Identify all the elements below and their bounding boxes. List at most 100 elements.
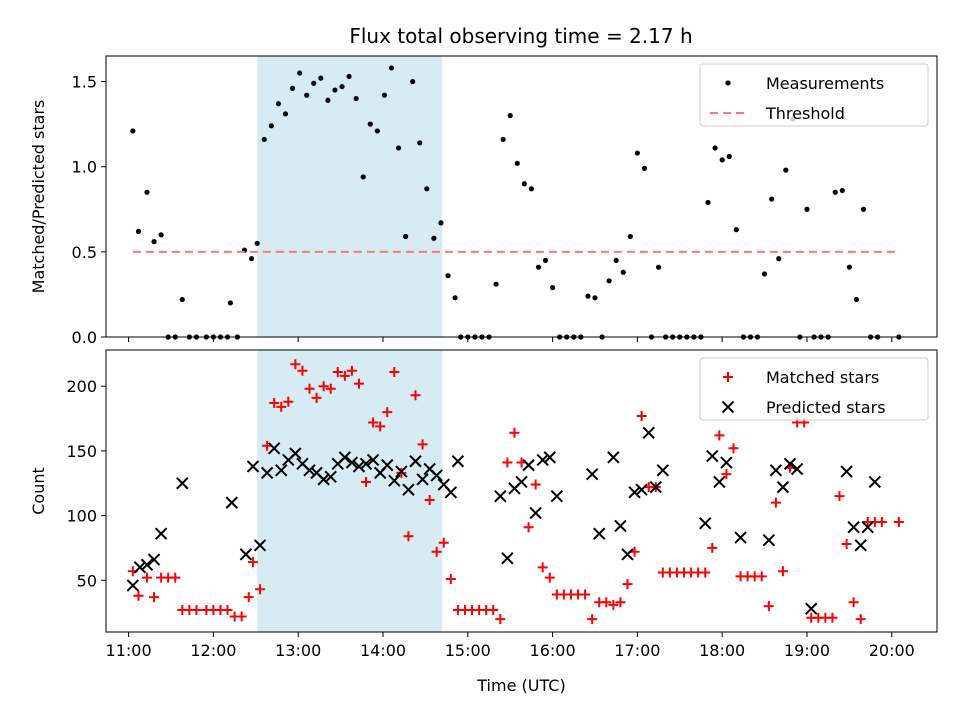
matched-star-point <box>537 562 548 573</box>
matched-star-point <box>714 430 725 441</box>
measurement-point <box>641 165 648 171</box>
observing-window-highlight <box>257 56 443 337</box>
matched-star-point <box>276 401 287 412</box>
matched-star-point <box>325 383 336 394</box>
matched-star-point <box>141 572 152 583</box>
matched-star-point <box>763 601 774 612</box>
measurement-point <box>325 97 331 103</box>
matched-star-point <box>424 495 435 506</box>
matched-star-point <box>827 612 838 623</box>
measurement-point <box>360 174 366 180</box>
measurement-point <box>860 206 867 212</box>
measurement-point <box>282 111 289 117</box>
y-tick-label: 50 <box>77 571 97 590</box>
legend-swatch <box>721 400 735 414</box>
legend-label: Measurements <box>766 74 884 93</box>
measurement-point <box>367 121 373 127</box>
matched-star-point <box>339 370 350 381</box>
predicted-star-point <box>225 496 238 509</box>
matched-star-point <box>243 592 254 603</box>
measurement-point <box>275 101 282 107</box>
matched-star-point <box>601 597 612 608</box>
matched-star-point <box>488 605 499 616</box>
predicted-star-point <box>260 466 274 480</box>
matched-star-point <box>438 537 449 548</box>
measurement-point <box>179 296 185 303</box>
measurement-point <box>592 295 598 301</box>
x-tick-label: 13:00 <box>275 641 321 660</box>
measurement-point <box>613 257 619 263</box>
x-tick-label: 19:00 <box>784 641 830 660</box>
predicted-star-point <box>402 483 415 496</box>
predicted-star-point <box>126 579 140 592</box>
measurement-point <box>130 128 136 134</box>
predicted-star-point <box>642 426 655 439</box>
predicted-star-point <box>154 527 168 540</box>
measurement-point <box>549 285 556 291</box>
measurement-point <box>606 278 612 284</box>
y-ticks-top: 0.0 0.5 1.0 1.5 <box>72 73 106 347</box>
predicted-star-point <box>515 475 528 489</box>
x-axis-label: Time (UTC) <box>476 676 565 695</box>
measurement-point <box>395 145 402 151</box>
x-tick-label: 14:00 <box>360 641 406 660</box>
predicted-star-point <box>790 462 804 476</box>
matched-star-point <box>495 614 506 625</box>
measurement-point <box>339 84 345 90</box>
measurements-marks <box>130 65 902 340</box>
measurement-point <box>832 189 838 195</box>
predicted-star-point <box>762 533 776 547</box>
predicted-star-point <box>840 465 853 478</box>
matched-star-point <box>431 546 442 557</box>
plot-frame-bottom <box>105 349 938 633</box>
predicted-star-point <box>253 539 267 552</box>
y-tick-label: 100 <box>66 507 97 526</box>
legend-swatch <box>725 80 731 86</box>
measurement-point <box>507 113 513 119</box>
predicted-star-point <box>395 465 408 478</box>
measurement-point <box>452 295 458 301</box>
matched-star-point <box>222 605 233 616</box>
measurement-point <box>839 187 845 194</box>
x-ticks-bottom: 11:00 12:00 13:00 14:00 15:00 16:00 17:00 18:00… <box>106 632 915 660</box>
measurement-point <box>620 269 626 275</box>
matched-star-point <box>403 531 414 542</box>
predicted-star-point <box>593 527 606 540</box>
matched-star-point <box>255 584 266 595</box>
measurement-point <box>151 239 157 245</box>
x-tick-label: 18:00 <box>699 641 745 660</box>
predicted-star-point <box>176 477 189 490</box>
predicted-star-point <box>628 486 641 499</box>
measurement-point <box>719 157 725 163</box>
predicted-star-point <box>805 602 818 615</box>
x-tick-label: 20:00 <box>869 641 915 660</box>
predicted-star-point <box>543 451 556 464</box>
y-tick-label: 1.0 <box>72 158 97 177</box>
predicted-star-point <box>275 464 288 477</box>
matched-star-point <box>389 366 400 377</box>
measurement-point <box>381 92 388 98</box>
predicted-star-point <box>734 531 747 544</box>
matched-star-point <box>636 410 647 421</box>
measurement-point <box>318 75 324 81</box>
measurement-point <box>304 92 310 98</box>
predicted-star-point <box>649 480 662 494</box>
predicted-star-point <box>854 539 867 552</box>
measurement-point <box>417 140 423 146</box>
predicted-star-point <box>133 561 147 574</box>
matched-star-point <box>297 365 308 376</box>
matched-star-point <box>700 567 711 578</box>
matched-star-point <box>855 614 866 625</box>
predicted-star-point <box>317 473 330 486</box>
matched-star-point <box>502 457 513 468</box>
plot-frame-top <box>105 55 938 338</box>
x-tick-label: 11:00 <box>106 641 152 660</box>
predicted-star-point <box>494 489 507 503</box>
matched-star-point <box>777 566 788 577</box>
matched-star-point <box>149 592 160 603</box>
y-ticks-bottom: 50 100 150 200 <box>66 377 106 590</box>
predicted-star-point <box>239 548 253 561</box>
matched-star-point <box>417 439 428 450</box>
legend-swatch <box>723 372 733 382</box>
y-axis-label-bottom: Count <box>29 467 48 515</box>
